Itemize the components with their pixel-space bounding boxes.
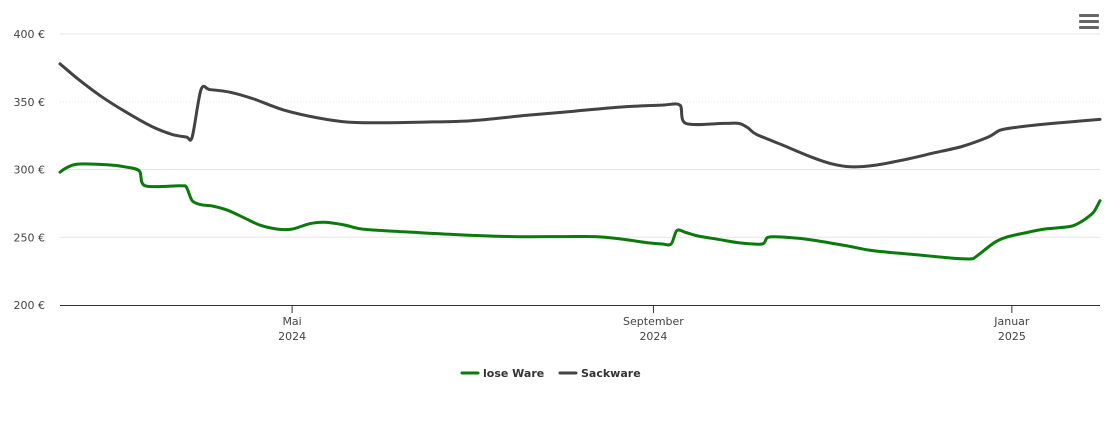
legend-label: lose Ware [483, 367, 544, 380]
y-tick-label: 400 € [14, 28, 46, 41]
x-tick-year-label: 2025 [998, 330, 1026, 343]
x-axis-tick-labels: Mai 2024 September 2024 Januar 2025 [278, 315, 1030, 343]
x-tick-month-label: Januar [993, 315, 1030, 328]
chart-menu-button[interactable] [1077, 12, 1101, 34]
x-tick-year-label: 2024 [639, 330, 667, 343]
y-tick-label: 350 € [14, 96, 46, 109]
series-line-sackware [58, 62, 1102, 169]
hamburger-menu-icon [1079, 20, 1099, 23]
x-tick-month-label: September [623, 315, 684, 328]
hamburger-menu-icon [1079, 26, 1099, 29]
x-tick-month-label: Mai [282, 315, 301, 328]
legend-label: Sackware [581, 367, 641, 380]
series-lines [58, 62, 1102, 261]
legend-item-lose-ware[interactable]: lose Ware [460, 367, 544, 380]
y-tick-label: 250 € [14, 231, 46, 244]
series-line-lose-ware [58, 162, 1102, 261]
y-tick-label: 200 € [14, 299, 46, 312]
axes [60, 305, 1100, 313]
y-axis-tick-labels: 200 € 250 € 300 € 350 € 400 € [14, 28, 46, 312]
x-tick-year-label: 2024 [278, 330, 306, 343]
legend-item-sackware[interactable]: Sackware [558, 367, 641, 380]
hamburger-menu-icon [1079, 14, 1099, 17]
y-tick-label: 300 € [14, 164, 46, 177]
legend[interactable]: lose Ware Sackware [460, 367, 641, 380]
